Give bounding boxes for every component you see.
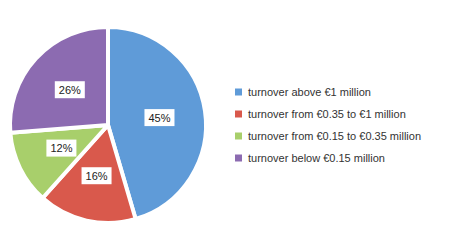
svg-text:turnover below €0.15 million: turnover below €0.15 million <box>248 152 385 164</box>
svg-text:26%: 26% <box>59 84 81 96</box>
svg-text:turnover from €0.35 to €1 mill: turnover from €0.35 to €1 million <box>248 108 406 120</box>
svg-text:turnover above €1 million: turnover above €1 million <box>248 86 371 98</box>
svg-text:turnover from €0.15 to €0.35 m: turnover from €0.15 to €0.35 million <box>248 130 421 142</box>
svg-text:45%: 45% <box>148 112 170 124</box>
svg-text:12%: 12% <box>50 142 72 154</box>
svg-text:16%: 16% <box>86 170 108 182</box>
